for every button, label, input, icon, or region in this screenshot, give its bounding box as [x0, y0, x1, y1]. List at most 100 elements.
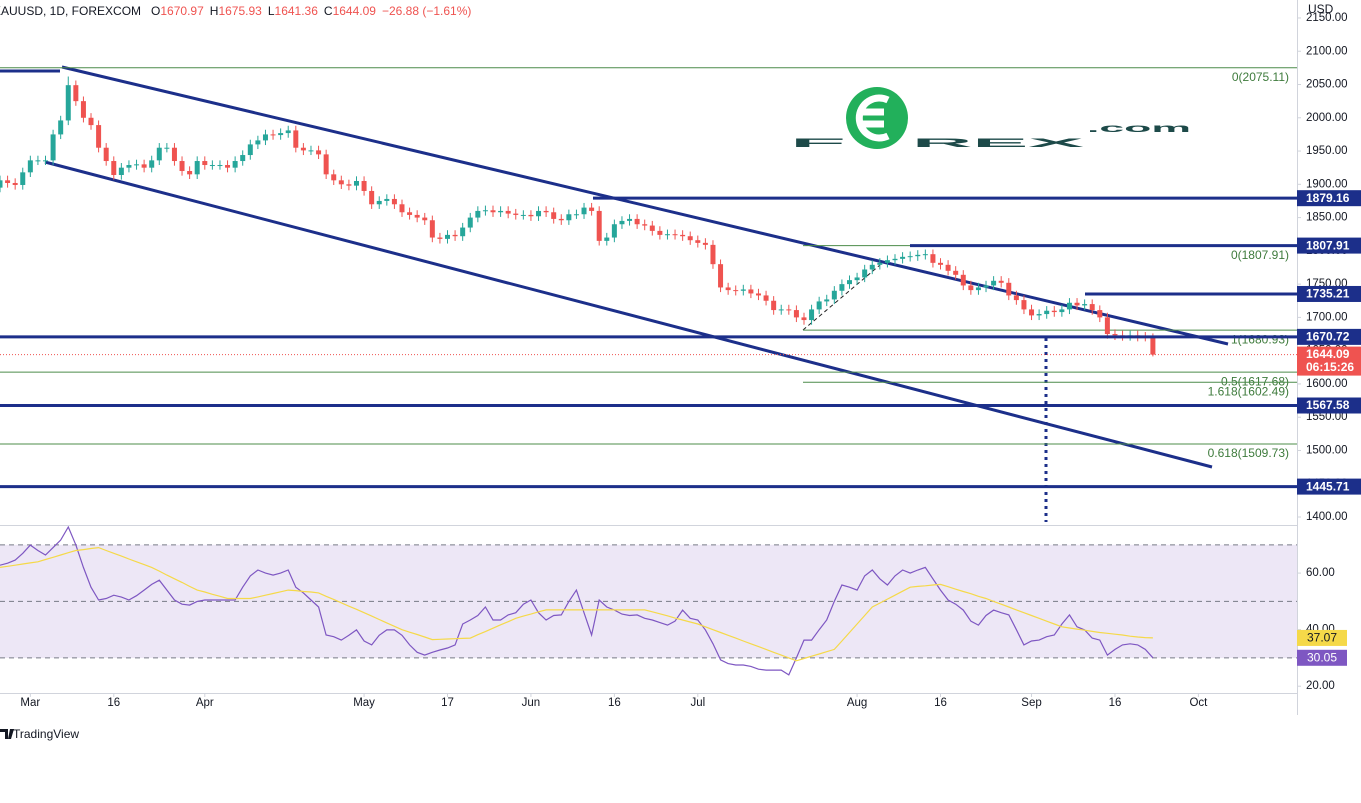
candle-body — [573, 214, 579, 216]
candle-body — [649, 225, 655, 231]
field-value: 1670.97 — [160, 4, 204, 18]
rsi-line — [0, 546, 1153, 662]
fib-label: 0(2075.11) — [1232, 70, 1289, 84]
x-tick-label: May — [353, 697, 375, 709]
candle-body — [513, 213, 519, 215]
fib-label: 0.618(1509.73) — [1208, 446, 1289, 460]
x-tick-label: 16 — [1109, 697, 1122, 709]
candle-body — [12, 182, 18, 185]
x-tick-label: 16 — [934, 697, 947, 709]
candle-body — [884, 260, 890, 263]
candle-body — [634, 218, 640, 225]
candle-body — [877, 262, 883, 265]
level-box — [1297, 285, 1361, 302]
candle-body — [118, 167, 124, 175]
candle-body — [80, 101, 86, 118]
candle-body — [998, 280, 1004, 283]
candle-body — [839, 284, 845, 291]
x-tick-label: Jun — [522, 697, 541, 709]
level-label: 1735.21 — [1306, 287, 1350, 301]
candle-body — [308, 150, 314, 152]
candle-body — [255, 140, 261, 145]
candle-body — [353, 180, 359, 186]
candle-body — [467, 217, 473, 228]
candle-body — [217, 165, 223, 167]
candle-body — [96, 125, 102, 148]
candle-body — [171, 147, 177, 162]
candle-body — [960, 274, 966, 286]
candle-body — [938, 262, 944, 265]
candle-body — [816, 301, 822, 310]
candle-body — [134, 164, 140, 166]
field-key: H — [210, 4, 219, 18]
candle-body — [505, 210, 511, 214]
candle-body — [809, 309, 815, 321]
field-value: 1675.93 — [218, 4, 262, 18]
candle-body — [187, 171, 193, 175]
candle-body — [536, 210, 542, 217]
candle-body — [141, 164, 147, 168]
candle-body — [1150, 336, 1156, 355]
fib-label: 0(1807.91) — [1231, 248, 1289, 262]
candle-body — [627, 218, 633, 221]
level-label: 1567.58 — [1306, 398, 1350, 412]
candle-body — [520, 214, 526, 216]
candle-body — [755, 293, 761, 296]
candle-body — [551, 212, 557, 219]
candle-body — [5, 180, 11, 183]
candle-body — [149, 160, 155, 168]
candle-body — [111, 161, 117, 175]
candle-body — [975, 287, 981, 291]
candle-body — [566, 214, 572, 221]
candle-body — [376, 200, 382, 205]
candle-body — [1051, 310, 1057, 313]
candle-body — [498, 210, 504, 213]
candle-body — [391, 198, 397, 205]
forex-logo: F REX .com — [790, 87, 1191, 150]
y-tick-label: 2150.00 — [1306, 12, 1348, 24]
y-tick-label: 1400.00 — [1306, 511, 1348, 523]
candle-body — [103, 147, 109, 162]
x-tick-label: Apr — [196, 697, 214, 709]
candle-body — [778, 309, 784, 311]
field-key: L — [268, 4, 275, 18]
candle-body — [763, 295, 769, 301]
candle-body — [65, 85, 71, 121]
candle-body — [900, 256, 906, 259]
fib-label: 1(1680.93) — [1231, 332, 1289, 346]
candle-body — [642, 224, 648, 226]
x-tick-label: Aug — [847, 697, 867, 709]
candle-body — [672, 234, 678, 236]
level-box — [1297, 478, 1361, 495]
candle-body — [892, 258, 898, 261]
candle-body — [1006, 282, 1012, 296]
x-tick-label: 17 — [441, 697, 454, 709]
candle-body — [619, 220, 625, 225]
candle-body — [20, 172, 26, 185]
currency: USD — [1308, 2, 1334, 16]
candle-body — [831, 290, 837, 300]
candle-body — [1059, 309, 1065, 313]
candle-body — [1036, 314, 1042, 316]
candle-body — [528, 214, 534, 217]
tradingview-icon — [0, 729, 14, 739]
candle-body — [733, 290, 739, 292]
candle-body — [793, 310, 799, 318]
candle-body — [725, 287, 731, 291]
candle-body — [1089, 304, 1095, 311]
candle-body — [179, 161, 185, 172]
y-tick-label: 2050.00 — [1306, 79, 1348, 91]
channel-upper — [61, 65, 1229, 346]
candle-body — [1104, 317, 1110, 335]
candle-body — [953, 270, 959, 275]
candle-body — [862, 269, 868, 278]
price-pane: 0(2075.11) 0(1807.91) 1(1680.93) 0.5(1617.6… — [0, 65, 1297, 522]
brand: TradingView — [13, 727, 79, 741]
candle-body — [846, 280, 852, 285]
candle-body — [581, 207, 587, 215]
candle-body — [293, 130, 299, 148]
fib-diagonal — [802, 264, 881, 331]
candle-body — [414, 214, 420, 218]
